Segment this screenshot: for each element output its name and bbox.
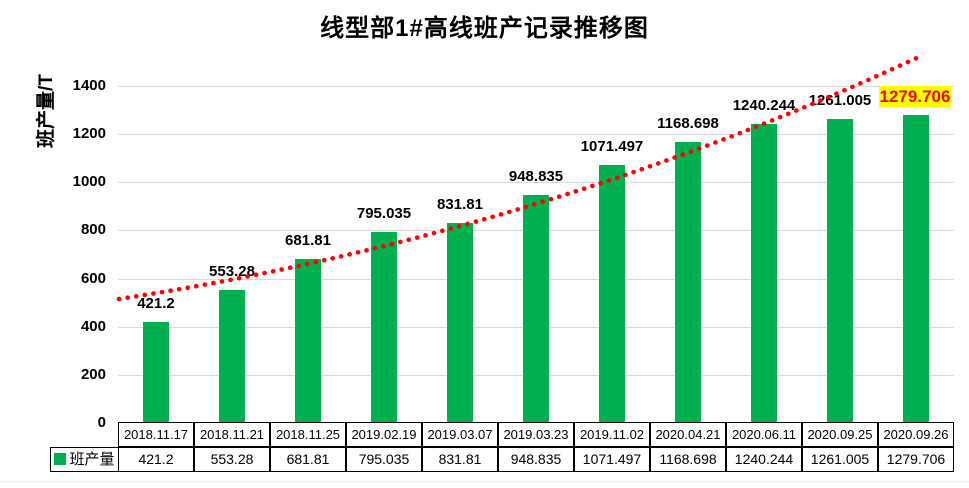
table-value-cell: 1279.706 — [878, 447, 954, 472]
table-value-cell: 1240.244 — [726, 447, 802, 472]
bar-2018.11.17[interactable] — [143, 321, 169, 423]
bar-2020.04.21[interactable] — [675, 141, 701, 423]
legend-cell: 班产量 — [50, 447, 119, 472]
data-label: 831.81 — [437, 195, 483, 213]
data-label: 1071.497 — [580, 137, 644, 155]
data-label: 948.835 — [508, 167, 564, 185]
table-date-cell: 2020.04.21 — [650, 422, 726, 447]
table-date-cell: 2019.02.19 — [346, 422, 422, 447]
data-label: 681.81 — [285, 231, 331, 249]
y-tick-label: 1000 — [72, 173, 106, 191]
table-value-cell: 831.81 — [422, 447, 498, 472]
data-label: 1261.005 — [808, 92, 872, 110]
table-value-cell: 421.2 — [118, 447, 194, 472]
table-value-cell: 1168.698 — [650, 447, 726, 472]
bar-2020.09.26[interactable] — [903, 114, 929, 423]
bar-2019.03.23[interactable] — [523, 194, 549, 423]
bar-2020.09.25[interactable] — [827, 119, 853, 423]
y-tick-label: 800 — [80, 221, 106, 239]
table-value-cell: 948.835 — [498, 447, 574, 472]
gridline — [118, 85, 954, 87]
legend-swatch-icon — [54, 453, 67, 465]
bar-2018.11.25[interactable] — [295, 258, 321, 423]
table-date-cell: 2018.11.21 — [194, 422, 270, 447]
y-axis-title: 班产量/T — [36, 74, 57, 148]
y-tick-label: 1400 — [72, 76, 106, 94]
bar-2019.02.19[interactable] — [371, 231, 397, 423]
y-tick-label: 0 — [97, 414, 106, 431]
data-label: 553.28 — [209, 262, 255, 280]
table-date-cell: 2018.11.17 — [118, 422, 194, 447]
legend-label: 班产量 — [69, 451, 115, 468]
table-value-cell: 681.81 — [270, 447, 346, 472]
table-date-cell: 2020.09.26 — [878, 422, 954, 447]
bar-2018.11.21[interactable] — [219, 289, 245, 423]
y-tick-label: 200 — [80, 365, 106, 383]
y-tick-label: 600 — [80, 269, 106, 287]
y-tick-label: 400 — [80, 317, 106, 335]
data-label: 421.2 — [137, 294, 175, 312]
table-value-cell: 795.035 — [346, 447, 422, 472]
table-date-cell: 2018.11.25 — [270, 422, 346, 447]
plot-area — [118, 57, 954, 423]
table-date-cell: 2020.06.11 — [726, 422, 802, 447]
bar-2019.11.02[interactable] — [599, 164, 625, 423]
bar-2020.06.11[interactable] — [751, 124, 777, 423]
table-value-cell: 1261.005 — [802, 447, 878, 472]
data-label-highlighted: 1279.706 — [879, 85, 951, 107]
window-edge-divider — [0, 481, 969, 482]
table-value-cell: 553.28 — [194, 447, 270, 472]
data-label: 1168.698 — [657, 114, 719, 132]
chart-title: 线型部1#高线班产记录推移图 — [320, 15, 649, 42]
table-value-cell: 1071.497 — [574, 447, 650, 472]
table-date-cell: 2019.03.23 — [498, 422, 574, 447]
y-tick-label: 1200 — [72, 125, 106, 143]
table-date-cell: 2019.11.02 — [574, 422, 650, 447]
table-date-cell: 2019.03.07 — [422, 422, 498, 447]
table-date-cell: 2020.09.25 — [802, 422, 878, 447]
bar-2019.03.07[interactable] — [447, 222, 473, 423]
